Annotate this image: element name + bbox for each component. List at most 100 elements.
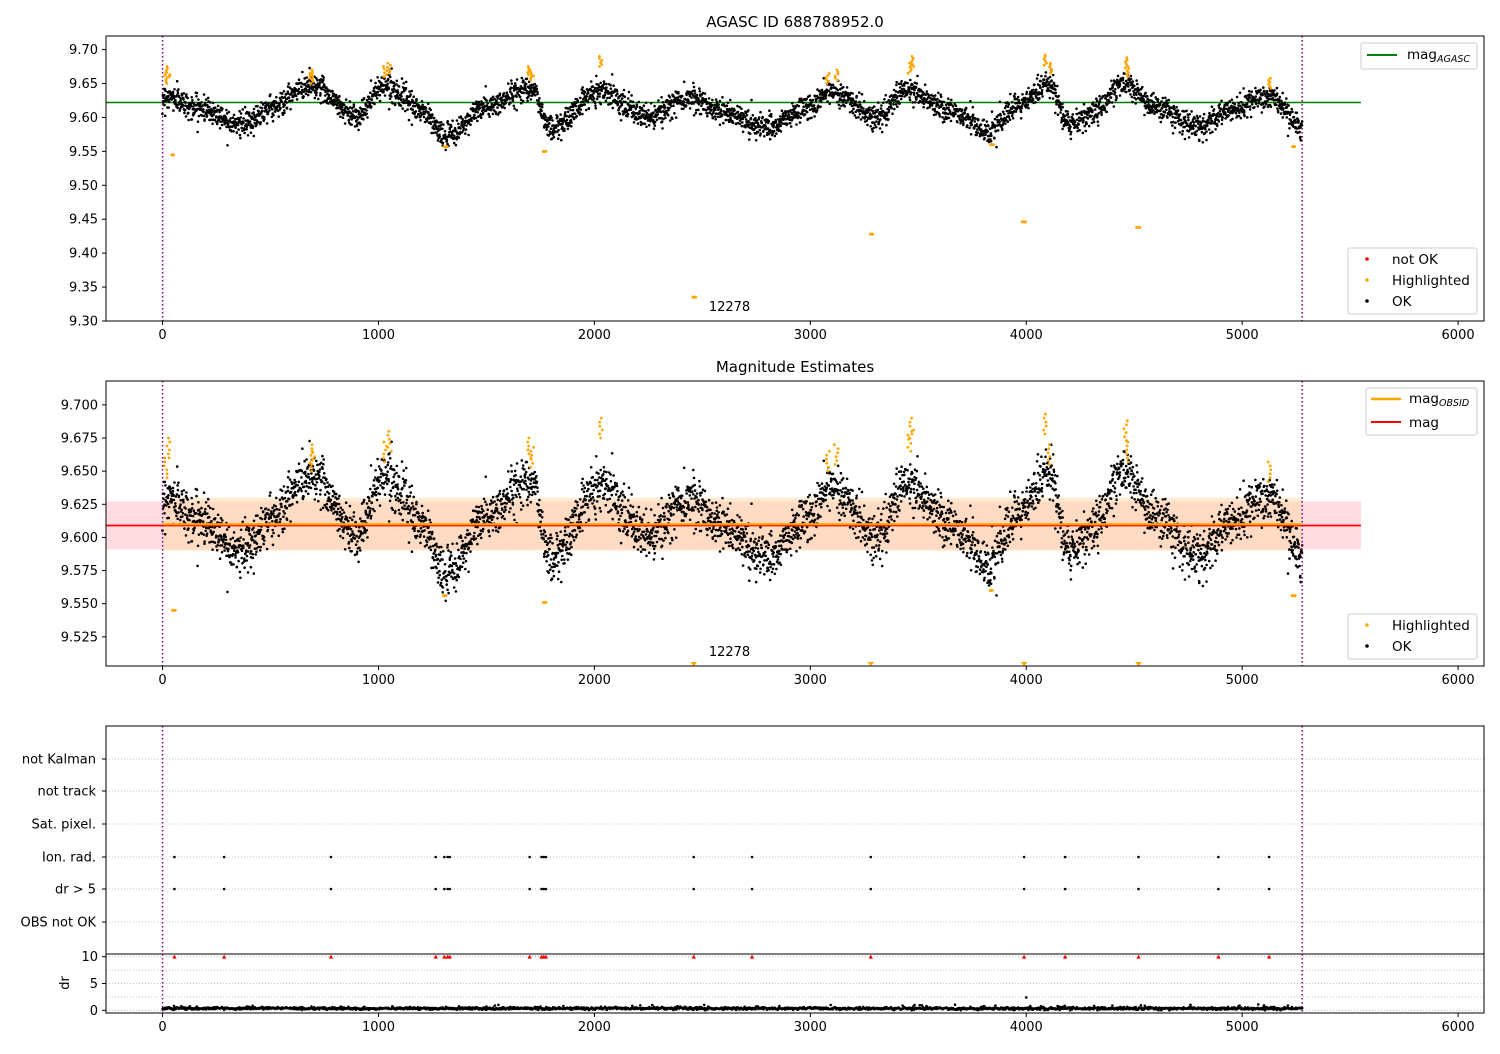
not-ok-legend-label: not OK bbox=[1392, 252, 1439, 268]
agasc-ok-point bbox=[368, 97, 371, 100]
agasc-ok-point bbox=[693, 89, 696, 92]
agasc-ok-point bbox=[211, 122, 214, 125]
agasc-highlighted-point bbox=[1048, 66, 1051, 69]
agasc-ok-point bbox=[1110, 80, 1113, 83]
agasc-ok-point bbox=[611, 94, 614, 97]
magnitude-ok-point bbox=[251, 535, 254, 538]
agasc-ok-point bbox=[1279, 96, 1282, 99]
agasc-ok-point bbox=[353, 103, 356, 106]
agasc-ok-point bbox=[906, 82, 909, 85]
agasc-ok-point bbox=[252, 125, 255, 128]
magnitude-ok-point bbox=[187, 527, 190, 530]
agasc-ok-point bbox=[909, 99, 912, 102]
agasc-reference-lines bbox=[106, 36, 1361, 321]
agasc-ok-point bbox=[1020, 117, 1023, 120]
agasc-ok-point bbox=[400, 98, 403, 101]
agasc-ok-point bbox=[508, 97, 511, 100]
agasc-ok-point bbox=[855, 100, 858, 103]
agasc-ok-point bbox=[218, 118, 221, 121]
agasc-ok-point bbox=[388, 87, 391, 90]
agasc-ok-point bbox=[225, 109, 228, 112]
agasc-highlighted-point bbox=[386, 62, 389, 65]
agasc-ok-point bbox=[1165, 108, 1168, 111]
agasc-ok-point bbox=[475, 100, 478, 103]
ok-legend-label: OK bbox=[1392, 294, 1413, 310]
magnitude-ok-point bbox=[195, 495, 198, 498]
agasc-ok-point bbox=[286, 101, 289, 104]
magnitude-ok-point bbox=[266, 548, 269, 551]
magnitude-ok-point bbox=[269, 494, 272, 497]
agasc-ok-point bbox=[455, 138, 458, 141]
agasc-ok-point bbox=[318, 85, 321, 88]
agasc-ok-point bbox=[1170, 113, 1173, 116]
agasc-ok-point bbox=[899, 86, 902, 89]
magnitude-ok-point bbox=[221, 519, 224, 522]
agasc-ok-point bbox=[1008, 116, 1011, 119]
agasc-ok-point bbox=[1198, 139, 1201, 142]
agasc-ok-point bbox=[863, 100, 866, 103]
agasc-ok-point bbox=[1049, 76, 1052, 79]
agasc-ok-point bbox=[832, 84, 835, 87]
agasc-ok-point bbox=[791, 102, 794, 105]
magnitude-ok-point bbox=[291, 503, 294, 506]
agasc-ok-point bbox=[167, 106, 170, 109]
agasc-ok-point bbox=[604, 94, 607, 97]
agasc-ok-point bbox=[998, 121, 1001, 124]
agasc-ok-point bbox=[229, 117, 232, 120]
agasc-ok-point bbox=[1190, 110, 1193, 113]
agasc-ok-point bbox=[974, 120, 977, 123]
agasc-ok-point bbox=[761, 122, 764, 125]
agasc-ok-point bbox=[999, 101, 1002, 104]
agasc-ok-point bbox=[242, 122, 245, 125]
agasc-ok-point bbox=[581, 113, 584, 116]
agasc-ok-point bbox=[661, 127, 664, 130]
agasc-ok-point bbox=[1146, 95, 1149, 98]
agasc-ok-point bbox=[583, 103, 586, 106]
agasc-ok-point bbox=[562, 118, 565, 121]
agasc-ok-point bbox=[510, 87, 513, 90]
agasc-ok-point bbox=[852, 112, 855, 115]
agasc-ok-point bbox=[815, 100, 818, 103]
magnitude-ok-point bbox=[238, 540, 241, 543]
agasc-ok-point bbox=[415, 110, 418, 113]
agasc-ok-point bbox=[412, 95, 415, 98]
agasc-ok-point bbox=[1101, 109, 1104, 112]
agasc-ok-point bbox=[990, 134, 993, 137]
magnitude-ok-point bbox=[216, 549, 219, 552]
agasc-ok-point bbox=[1280, 112, 1283, 115]
agasc-ok-point bbox=[733, 109, 736, 112]
agasc-ok-point bbox=[530, 98, 533, 101]
magnitude-ok-point bbox=[304, 471, 307, 474]
agasc-ok-point bbox=[627, 97, 630, 100]
agasc-ok-point bbox=[534, 83, 537, 86]
agasc-ok-point bbox=[291, 99, 294, 102]
agasc-ok-point bbox=[635, 108, 638, 111]
agasc-ok-point bbox=[928, 106, 931, 109]
magnitude-y-tick-label-9.700: 9.700 bbox=[61, 398, 98, 413]
magnitude-ok-point bbox=[252, 527, 255, 530]
agasc-ok-point bbox=[628, 91, 631, 94]
agasc-ok-point bbox=[855, 95, 858, 98]
agasc-ok-point bbox=[695, 112, 698, 115]
agasc-ok-point bbox=[203, 93, 206, 96]
agasc-panel: AGASC ID 688788952.0 9.309.359.409.459.5… bbox=[69, 13, 1484, 343]
magnitude-ok-point bbox=[286, 500, 289, 503]
agasc-ok-point bbox=[528, 94, 531, 97]
agasc-ok-point bbox=[820, 101, 823, 104]
agasc-ok-point bbox=[1011, 114, 1014, 117]
agasc-ok-point bbox=[908, 96, 911, 99]
agasc-ok-point bbox=[965, 107, 968, 110]
magnitude-ok-point bbox=[250, 550, 253, 553]
agasc-ok-point bbox=[465, 124, 468, 127]
magnitude-ok-point bbox=[249, 534, 252, 537]
agasc-ok-point bbox=[1092, 101, 1095, 104]
agasc-ok-point bbox=[1201, 131, 1204, 134]
agasc-ok-point bbox=[1172, 132, 1175, 135]
magnitude-ok-point bbox=[303, 460, 306, 463]
magnitude-ok-point bbox=[176, 484, 179, 487]
agasc-ok-point bbox=[305, 93, 308, 96]
agasc-ok-point bbox=[609, 84, 612, 87]
magnitude-ok-point bbox=[275, 519, 278, 522]
agasc-ok-point bbox=[465, 128, 468, 131]
agasc-ok-point bbox=[1009, 118, 1012, 121]
